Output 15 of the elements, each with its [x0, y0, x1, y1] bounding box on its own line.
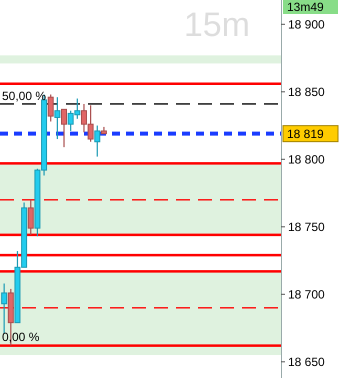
y-tick-label: 18 900 [288, 18, 326, 32]
annotation: 50,00 % [2, 89, 46, 103]
y-tick-label: 18 700 [288, 288, 326, 302]
candlestick [61, 108, 68, 148]
ref-line-label: 18 819 [287, 126, 324, 141]
y-tick-label: 18 800 [288, 152, 326, 166]
y-tick-label: 18 850 [288, 85, 326, 99]
candlestick [28, 199, 34, 236]
y-tick-label: 18 650 [288, 355, 326, 369]
candlestick [54, 96, 60, 140]
candlestick [1, 282, 8, 334]
text: 13m49 [287, 0, 324, 14]
y-tick-label: 18 750 [288, 220, 326, 234]
candlestick [94, 124, 100, 158]
candlestick [48, 94, 54, 122]
